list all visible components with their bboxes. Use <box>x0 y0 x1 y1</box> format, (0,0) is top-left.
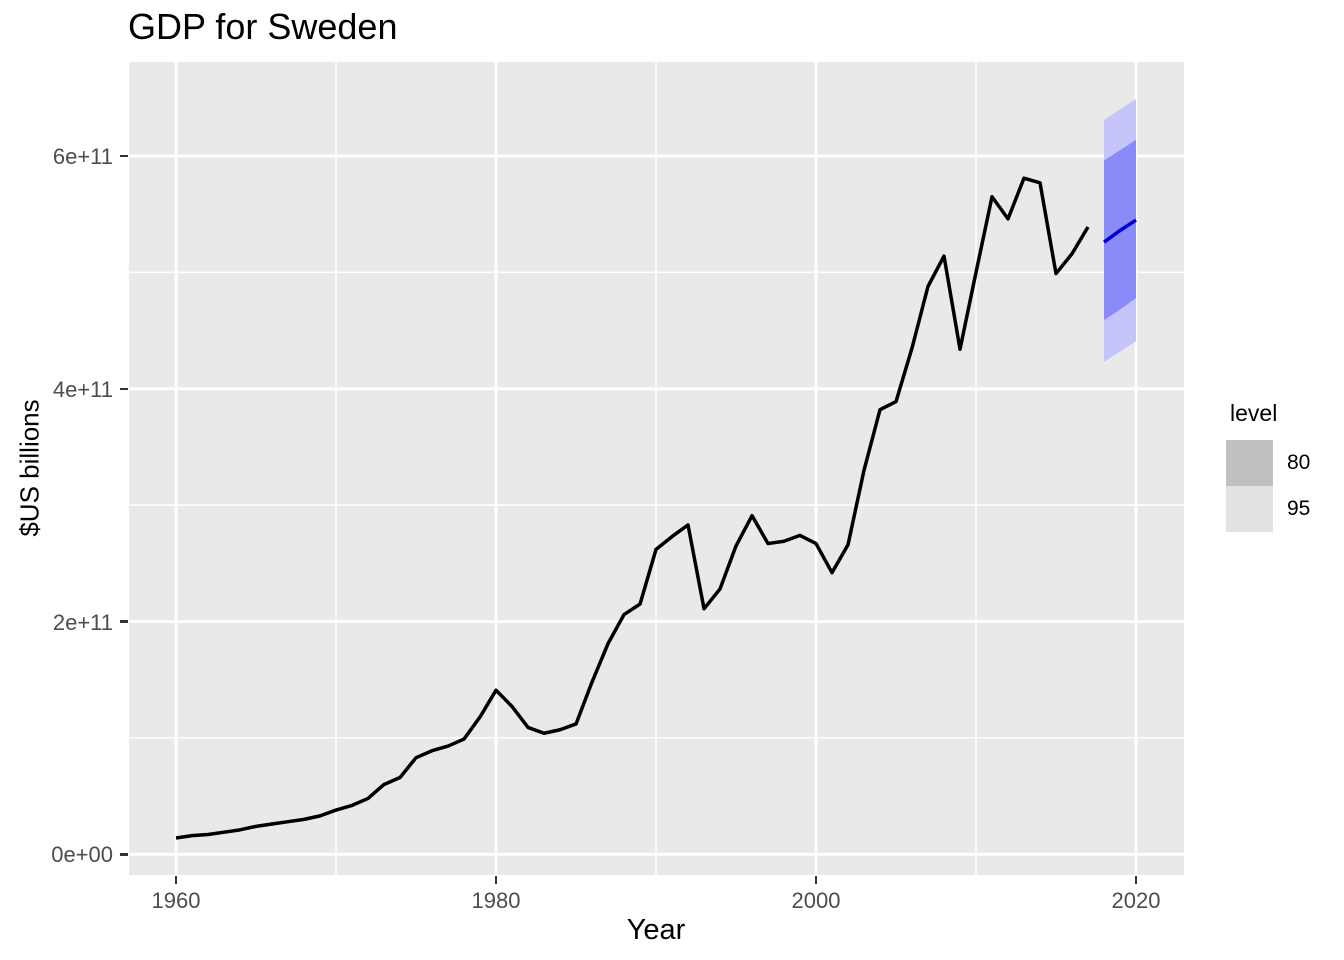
y-axis-title: $US billions <box>14 399 45 537</box>
plot-area-svg <box>129 62 1184 875</box>
y-tick-label: 2e+11 <box>52 609 113 635</box>
y-tick-label: 6e+11 <box>52 144 113 170</box>
x-tick-label: 1980 <box>471 888 521 913</box>
x-axis-title: Year <box>626 914 686 946</box>
x-axis-tick <box>494 876 498 884</box>
legend-title: level <box>1230 400 1278 426</box>
y-tick-label: 4e+11 <box>52 376 113 402</box>
y-axis-tick <box>120 387 128 391</box>
y-axis-tick <box>120 853 128 856</box>
y-axis-tick <box>120 154 128 158</box>
x-axis-tick <box>814 876 818 884</box>
x-tick-label: 1960 <box>151 888 201 913</box>
plot-panel <box>129 62 1184 875</box>
forecast-mean-line <box>1102 218 1137 244</box>
legend-swatch-80-icon <box>1226 440 1273 486</box>
x-axis-tick <box>174 876 178 884</box>
historical-gdp-line <box>175 176 1090 840</box>
legend: level 80 95 <box>1226 400 1310 532</box>
y-tick-label: 0e+00 <box>51 842 113 868</box>
legend-swatch-95-icon <box>1226 486 1273 532</box>
chart-title: GDP for Sweden <box>128 6 398 47</box>
legend-item-95: 95 <box>1226 486 1310 532</box>
legend-label-95: 95 <box>1287 497 1311 520</box>
x-axis-tick <box>1134 876 1138 884</box>
y-axis-tick <box>120 620 128 623</box>
x-tick-label: 2000 <box>791 888 841 913</box>
legend-label-80: 80 <box>1287 451 1311 474</box>
legend-item-80: 80 <box>1226 440 1310 486</box>
x-tick-label: 2020 <box>1111 888 1161 913</box>
